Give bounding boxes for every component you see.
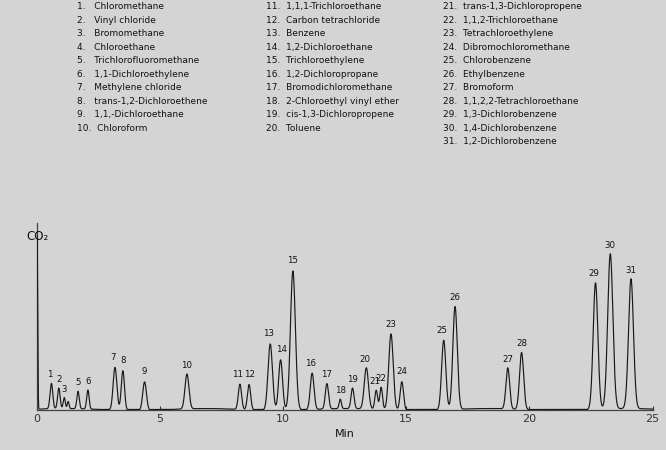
- Text: 6: 6: [86, 377, 91, 386]
- Text: 2.   Vinyl chloride: 2. Vinyl chloride: [77, 16, 155, 25]
- Text: 15: 15: [288, 256, 298, 266]
- Text: 9: 9: [142, 367, 147, 376]
- Text: 3: 3: [61, 385, 67, 394]
- Text: 22: 22: [376, 374, 387, 382]
- Text: 6.   1,1-Dichloroethylene: 6. 1,1-Dichloroethylene: [77, 70, 188, 79]
- Text: 21.  trans-1,3-Dichloropropene: 21. trans-1,3-Dichloropropene: [443, 2, 582, 11]
- Text: 14: 14: [276, 345, 286, 354]
- Text: 13.  Benzene: 13. Benzene: [266, 29, 326, 38]
- Text: 19.  cis-1,3-Dichloropropene: 19. cis-1,3-Dichloropropene: [266, 110, 394, 119]
- Text: 18: 18: [335, 386, 346, 395]
- Text: 8: 8: [121, 356, 126, 365]
- Text: 29.  1,3-Dichlorobenzene: 29. 1,3-Dichlorobenzene: [443, 110, 557, 119]
- Text: 29: 29: [589, 269, 599, 278]
- Text: 10: 10: [181, 361, 192, 370]
- Text: 4.   Chloroethane: 4. Chloroethane: [77, 43, 155, 52]
- Text: 18.  2-Chloroethyl vinyl ether: 18. 2-Chloroethyl vinyl ether: [266, 97, 400, 106]
- Text: CO₂: CO₂: [27, 230, 49, 243]
- Text: 3.   Bromomethane: 3. Bromomethane: [77, 29, 164, 38]
- Text: 16: 16: [304, 360, 316, 369]
- Text: 12: 12: [244, 370, 254, 379]
- Text: 5.   Trichlorofluoromethane: 5. Trichlorofluoromethane: [77, 56, 199, 65]
- Text: 20.  Toluene: 20. Toluene: [266, 124, 321, 133]
- Text: 7.   Methylene chloride: 7. Methylene chloride: [77, 83, 181, 92]
- Text: 27: 27: [502, 355, 513, 364]
- Text: 30: 30: [605, 241, 616, 250]
- Text: 31: 31: [625, 266, 637, 275]
- Text: 23: 23: [386, 320, 396, 329]
- Text: 19: 19: [346, 375, 358, 384]
- Text: 24.  Dibromochloromethane: 24. Dibromochloromethane: [443, 43, 570, 52]
- Text: 8.   trans-1,2-Dichloroethene: 8. trans-1,2-Dichloroethene: [77, 97, 207, 106]
- Text: 25.  Chlorobenzene: 25. Chlorobenzene: [443, 56, 531, 65]
- Text: 11: 11: [232, 370, 243, 379]
- Text: 5: 5: [75, 378, 81, 387]
- Text: 2: 2: [56, 375, 61, 384]
- Text: 1.   Chloromethane: 1. Chloromethane: [77, 2, 164, 11]
- Text: 14.  1,2-Dichloroethane: 14. 1,2-Dichloroethane: [266, 43, 373, 52]
- Text: 20: 20: [360, 355, 370, 364]
- Text: 16.  1,2-Dichloropropane: 16. 1,2-Dichloropropane: [266, 70, 379, 79]
- Text: 21: 21: [369, 377, 380, 386]
- Text: 28.  1,1,2,2-Tetrachloroethane: 28. 1,1,2,2-Tetrachloroethane: [443, 97, 578, 106]
- Text: 1: 1: [47, 370, 53, 379]
- Text: 30.  1,4-Dichlorobenzene: 30. 1,4-Dichlorobenzene: [443, 124, 557, 133]
- Text: 10.  Chloroform: 10. Chloroform: [77, 124, 147, 133]
- Text: 24: 24: [396, 367, 408, 376]
- X-axis label: Min: Min: [335, 428, 354, 439]
- Text: 13: 13: [263, 329, 274, 338]
- Text: 26: 26: [450, 293, 461, 302]
- Text: 11.  1,1,1-Trichloroethane: 11. 1,1,1-Trichloroethane: [266, 2, 382, 11]
- Text: 17: 17: [322, 370, 332, 379]
- Text: 15.  Trichloroethylene: 15. Trichloroethylene: [266, 56, 365, 65]
- Text: 23.  Tetrachloroethylene: 23. Tetrachloroethylene: [443, 29, 553, 38]
- Text: 27.  Bromoform: 27. Bromoform: [443, 83, 513, 92]
- Text: 28: 28: [516, 339, 527, 348]
- Text: 26.  Ethylbenzene: 26. Ethylbenzene: [443, 70, 525, 79]
- Text: 9.   1,1,-Dichloroethane: 9. 1,1,-Dichloroethane: [77, 110, 183, 119]
- Text: 22.  1,1,2-Trichloroethane: 22. 1,1,2-Trichloroethane: [443, 16, 558, 25]
- Text: 7: 7: [111, 353, 116, 362]
- Text: 31.  1,2-Dichlorobenzene: 31. 1,2-Dichlorobenzene: [443, 137, 557, 146]
- Text: 12.  Carbon tetrachloride: 12. Carbon tetrachloride: [266, 16, 380, 25]
- Text: 17.  Bromodichloromethane: 17. Bromodichloromethane: [266, 83, 393, 92]
- Text: 25: 25: [436, 326, 448, 335]
